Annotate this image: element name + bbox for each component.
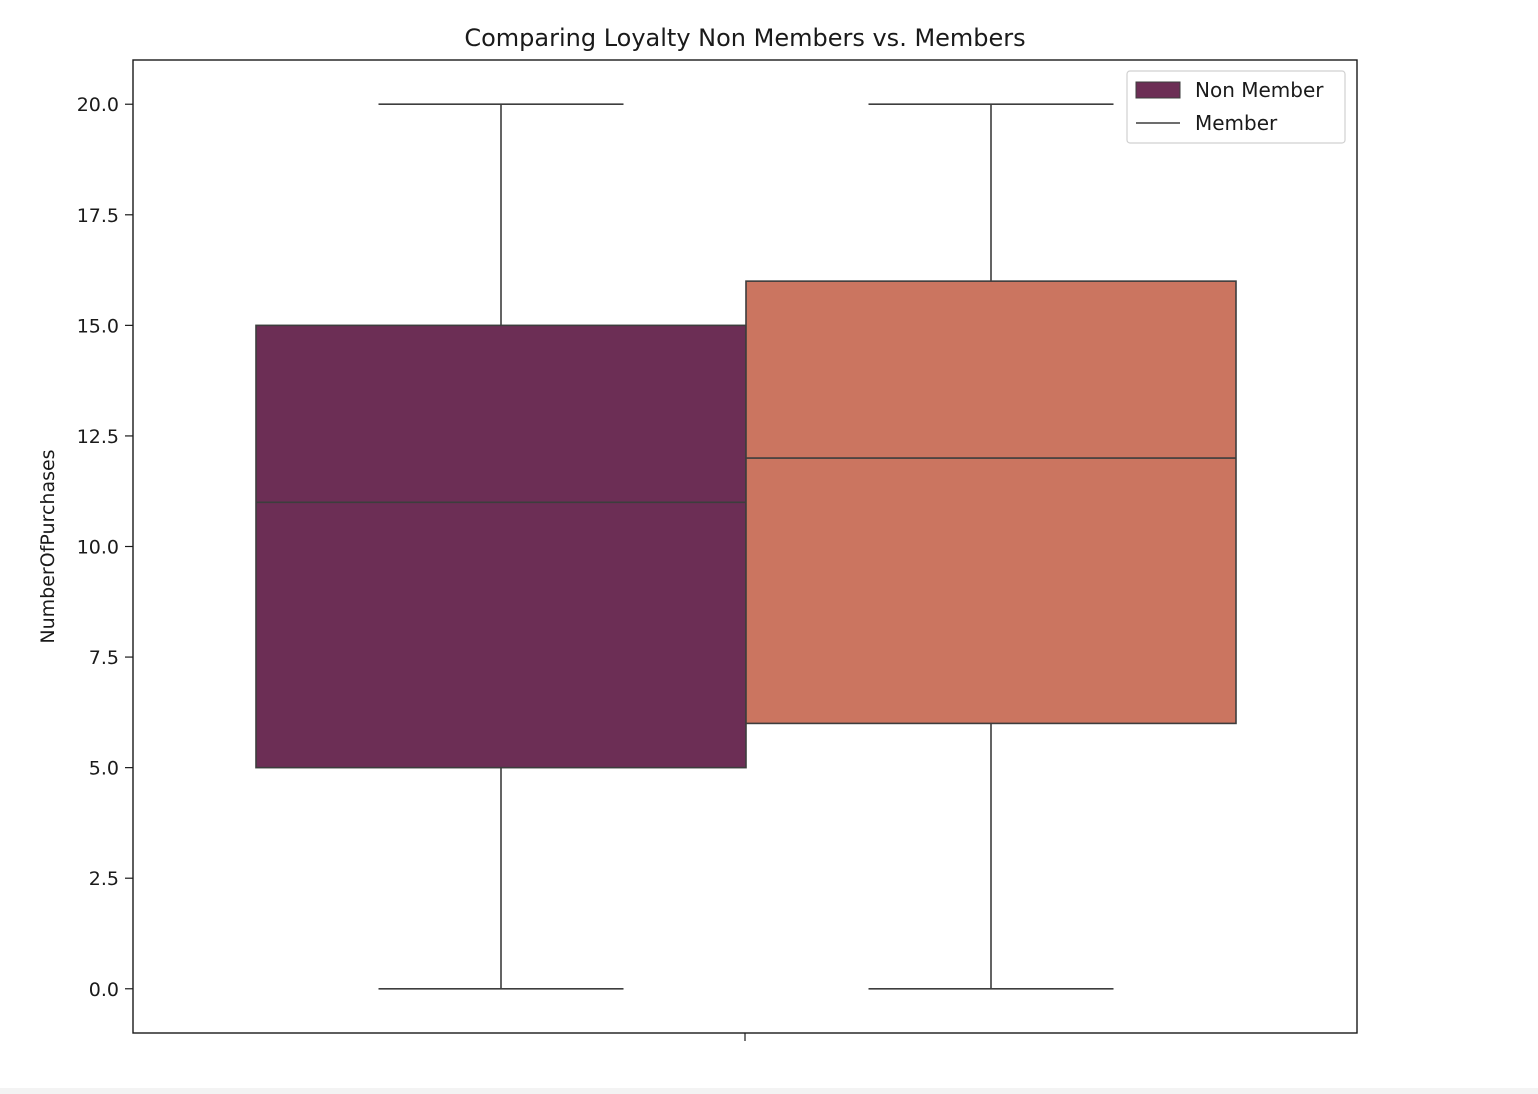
box-non-member [255, 103, 747, 990]
y-tick-label: 5.0 [89, 758, 119, 780]
box-member [745, 103, 1237, 990]
y-tick-label: 17.5 [77, 205, 119, 227]
legend-label: Member [1195, 111, 1278, 135]
y-axis-label: NumberOfPurchases [37, 449, 59, 643]
legend-box [1126, 70, 1346, 144]
iqr-box [255, 324, 747, 769]
y-tick-label: 7.5 [89, 647, 119, 669]
y-tick-label: 0.0 [89, 979, 119, 1001]
iqr-box [745, 280, 1237, 725]
bottom-scroll-strip [0, 1088, 1538, 1094]
y-tick-label: 20.0 [77, 94, 119, 116]
plot-frame [132, 59, 1358, 1034]
chart-title: Comparing Loyalty Non Members vs. Member… [464, 24, 1025, 52]
y-tick-label: 10.0 [77, 537, 119, 559]
y-tick-label: 2.5 [89, 868, 119, 890]
y-tick-label: 12.5 [77, 426, 119, 448]
legend-swatch-patch [1135, 81, 1181, 99]
y-tick-label: 15.0 [77, 315, 119, 337]
legend-label: Non Member [1195, 78, 1324, 102]
